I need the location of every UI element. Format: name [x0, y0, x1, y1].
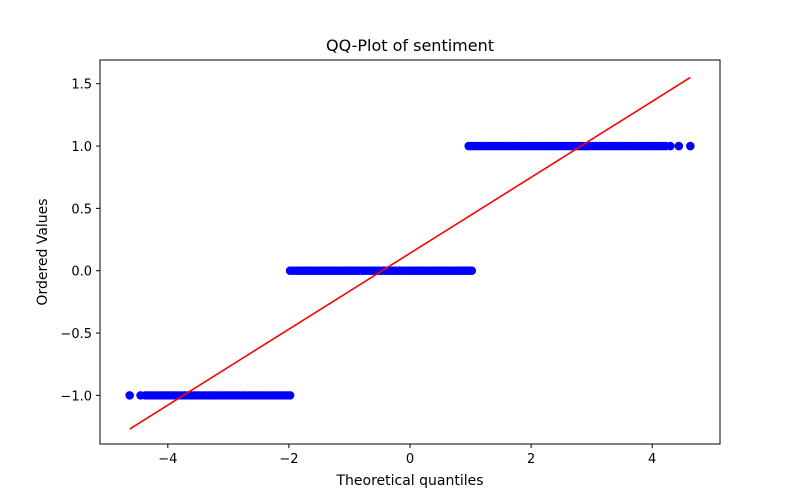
x-axis: −4 −2 0 2 4 — [158, 444, 656, 467]
reference-line-group — [129, 76, 691, 430]
x-tick-label: −2 — [279, 452, 298, 467]
y-tick-label: −0.5 — [60, 327, 92, 342]
qq-points — [125, 141, 695, 400]
qq-point — [674, 141, 684, 151]
y-axis-label: Ordered Values — [35, 198, 51, 305]
x-tick-label: 4 — [648, 452, 656, 467]
qq-point — [686, 141, 695, 151]
y-tick-label: 0.0 — [71, 265, 92, 280]
reference-line — [129, 76, 691, 430]
y-tick-label: 0.5 — [71, 202, 92, 217]
x-tick-label: 0 — [406, 452, 414, 467]
x-axis-label: Theoretical quantiles — [335, 473, 483, 489]
x-tick-label: 2 — [527, 452, 535, 467]
y-tick-label: 1.5 — [71, 78, 92, 93]
qq-point — [666, 141, 675, 151]
qq-point — [125, 391, 134, 400]
qq-point — [285, 391, 295, 400]
y-tick-label: −1.0 — [60, 389, 92, 404]
qq-point — [467, 266, 477, 276]
y-axis: −1.0 −0.5 0.0 0.5 1.0 1.5 — [60, 78, 100, 404]
x-tick-label: −4 — [158, 452, 177, 467]
chart-title: QQ-Plot of sentiment — [326, 36, 494, 55]
y-tick-label: 1.0 — [71, 140, 92, 155]
